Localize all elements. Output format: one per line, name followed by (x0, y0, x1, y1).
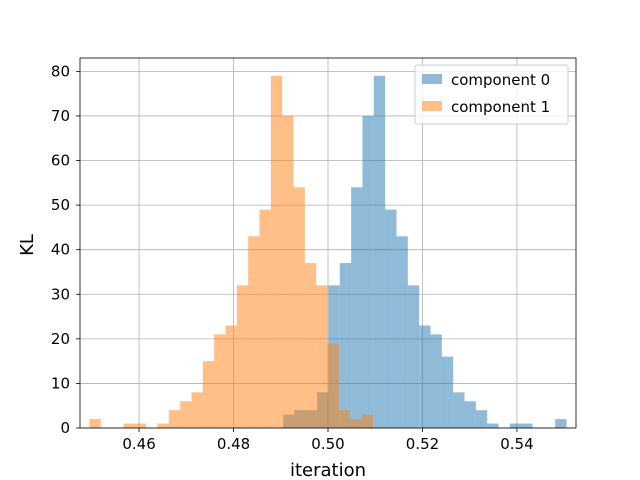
histogram-bar-component-0 (430, 334, 442, 428)
histogram-bar-component-1 (350, 419, 362, 428)
histogram-bar-component-0 (475, 410, 488, 428)
legend-label-component-0: component 0 (451, 71, 550, 89)
y-tick-label: 10 (51, 374, 70, 392)
y-tick-label: 60 (51, 152, 70, 170)
histogram-bar-component-1 (89, 419, 101, 428)
histogram-bar-component-1 (248, 236, 260, 428)
legend-box (414, 64, 569, 125)
x-tick-label: 0.52 (406, 435, 439, 453)
histogram-bar-component-1 (180, 401, 192, 428)
histogram-bar-component-1 (338, 410, 351, 428)
histogram-bar-component-0 (521, 423, 533, 428)
histogram-bar-component-1 (191, 392, 203, 428)
histogram-bar-component-1 (168, 410, 181, 428)
histogram-bar-component-1 (316, 285, 328, 428)
legend-swatch-component-1 (422, 101, 442, 111)
histogram-bar-component-1 (259, 209, 271, 428)
histogram-bar-component-0 (453, 392, 465, 428)
histogram-bar-component-0 (441, 356, 454, 428)
y-tick-label: 20 (51, 330, 70, 348)
histogram-bar-component-1 (202, 361, 215, 428)
histogram-bar-component-1 (225, 325, 237, 428)
histogram-bar-component-0 (487, 423, 499, 428)
histogram-bar-component-0 (396, 236, 408, 428)
legend-label-component-1: component 1 (451, 98, 550, 116)
histogram-bar-component-1 (236, 285, 249, 428)
histogram-bar-component-0 (362, 115, 374, 428)
histogram-bar-component-1 (361, 414, 373, 428)
histogram-bar-component-0 (351, 187, 363, 428)
y-axis-label: KL (17, 234, 38, 256)
histogram-bar-component-1 (304, 263, 317, 428)
y-tick-label: 30 (51, 285, 70, 303)
histogram-bar-component-1 (214, 334, 226, 428)
bars (89, 75, 567, 428)
histogram-bar-component-1 (134, 423, 147, 428)
histogram-bar-component-1 (123, 423, 135, 428)
legend-swatch-component-0 (422, 74, 442, 84)
histogram-bar-component-1 (282, 115, 294, 428)
histogram-bar-component-1 (327, 343, 339, 428)
histogram-bar-component-0 (373, 75, 386, 428)
x-tick-label: 0.46 (122, 435, 155, 453)
y-tick-label: 70 (51, 107, 70, 125)
histogram-bar-component-0 (407, 285, 420, 428)
histogram-bar-component-1 (157, 423, 169, 428)
histogram-bar-component-0 (385, 209, 397, 428)
histogram-bar-component-0 (464, 401, 476, 428)
histogram-bar-component-1 (270, 75, 283, 428)
y-tick-label: 40 (51, 241, 70, 259)
histogram-bar-component-0 (339, 263, 352, 428)
x-axis-label: iteration (290, 460, 366, 480)
y-tick-label: 80 (51, 62, 70, 80)
legend: component 0 component 1 (414, 64, 569, 125)
ticks: 0.46 0.48 0.50 0.52 0.54 0 10 20 30 40 50 60 70 80 (51, 62, 534, 453)
y-tick-label: 50 (51, 196, 70, 214)
x-tick-label: 0.50 (311, 435, 344, 453)
histogram-bar-component-0 (419, 325, 431, 428)
x-tick-label: 0.54 (500, 435, 533, 453)
y-tick-label: 0 (60, 419, 70, 437)
histogram-bar-component-0 (555, 419, 567, 428)
histogram-bar-component-0 (509, 423, 522, 428)
histogram-bar-component-1 (293, 187, 305, 428)
x-tick-label: 0.48 (217, 435, 250, 453)
